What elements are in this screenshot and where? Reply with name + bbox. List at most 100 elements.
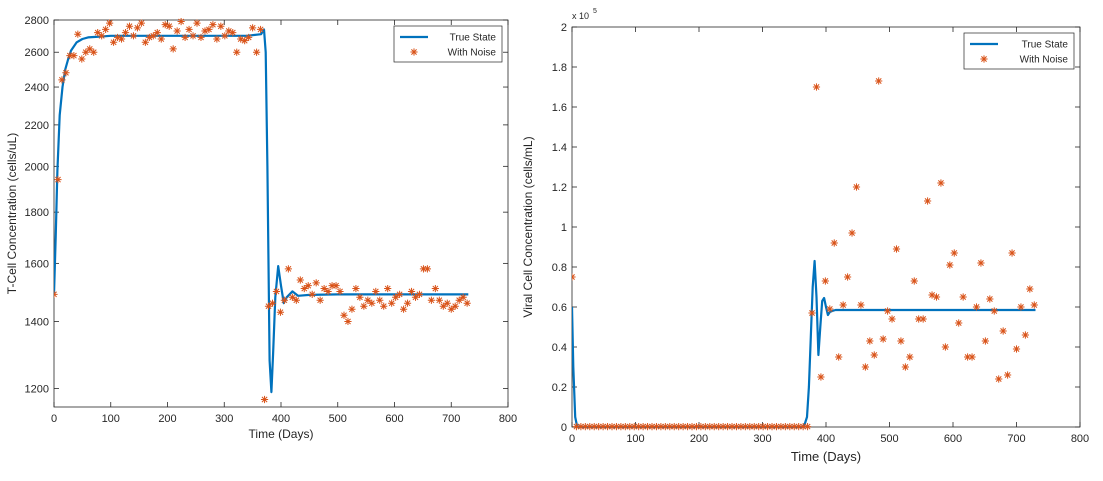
- y-tick-label: 0.4: [552, 342, 567, 354]
- noise-point: [157, 35, 165, 43]
- noise-point: [431, 284, 439, 293]
- noise-point: [141, 38, 149, 46]
- y-exponent-power: 5: [593, 8, 597, 15]
- noise-point: [411, 293, 420, 301]
- noise-point: [919, 315, 927, 323]
- x-tick-label: 800: [499, 413, 517, 425]
- noise-point: [78, 55, 86, 63]
- noise-point: [839, 301, 847, 309]
- noise-point: [435, 296, 443, 304]
- noise-point: [205, 25, 213, 34]
- noise-point: [915, 315, 923, 323]
- noise-point: [360, 302, 368, 310]
- noise-point: [670, 423, 678, 431]
- noise-point: [98, 32, 106, 40]
- noise-point: [54, 290, 58, 298]
- noise-point: [719, 423, 727, 431]
- noise-point: [1008, 249, 1016, 257]
- noise-point: [153, 29, 161, 37]
- noise-point: [950, 249, 958, 257]
- noise-point: [812, 83, 821, 91]
- noise-point: [808, 309, 816, 317]
- noise-point: [955, 319, 963, 327]
- noise-point: [861, 363, 869, 371]
- noise-point: [946, 261, 954, 269]
- plot-area: [571, 26, 1081, 428]
- noise-point: [679, 423, 687, 431]
- noise-point: [586, 423, 594, 431]
- noise-point: [185, 25, 193, 34]
- noise-point: [177, 17, 185, 26]
- noise-point: [723, 423, 732, 431]
- noise-point: [959, 293, 967, 301]
- noise-point: [252, 48, 261, 56]
- noise-point: [675, 423, 683, 431]
- noise-point: [70, 51, 78, 60]
- x-axis: 0 100 200 300 400 500 600 700 800: [51, 20, 517, 425]
- noise-point: [621, 423, 629, 431]
- noise-point: [870, 351, 878, 359]
- noise-point: [883, 307, 892, 315]
- noise-point: [892, 245, 901, 253]
- noise-point: [237, 35, 245, 43]
- noise-point: [688, 423, 696, 431]
- noise-point: [1004, 371, 1012, 379]
- x-tick-label: 200: [158, 413, 176, 425]
- noise-point: [746, 423, 754, 431]
- y-tick-label: 0.6: [552, 302, 567, 314]
- noise-point: [852, 183, 861, 191]
- x-tick-label: 100: [102, 413, 120, 425]
- noise-point: [300, 284, 308, 293]
- noise-point: [443, 299, 451, 307]
- plot-area: [53, 19, 509, 408]
- noise-point: [225, 27, 233, 35]
- noise-point: [276, 308, 285, 316]
- noise-point: [581, 423, 589, 431]
- noise-point: [737, 423, 745, 431]
- noise-point: [388, 299, 396, 307]
- x-tick-label: 100: [626, 433, 644, 445]
- noise-point: [272, 287, 281, 296]
- noise-point: [455, 296, 463, 304]
- noise-point: [284, 265, 292, 273]
- noise-point: [790, 423, 798, 431]
- y-exponent: x 10 5: [572, 8, 597, 21]
- noise-point: [999, 327, 1007, 335]
- noise-point: [826, 305, 834, 313]
- noise-point: [336, 287, 344, 296]
- noise-point: [697, 423, 705, 431]
- noise-point: [990, 307, 998, 315]
- noise-point: [117, 35, 126, 43]
- noise-point: [928, 291, 936, 299]
- noise-point: [427, 296, 435, 304]
- legend: True State With Noise: [963, 32, 1075, 70]
- x-tick-label: 600: [944, 433, 962, 445]
- y-tick-label: 1: [561, 222, 567, 234]
- noise-point: [768, 423, 776, 431]
- noise-point: [129, 32, 138, 40]
- y-tick-label: 1600: [25, 258, 49, 270]
- noise-point: [352, 284, 360, 293]
- noise-point: [340, 311, 348, 319]
- noise-point: [74, 30, 82, 38]
- noise-point: [344, 317, 352, 326]
- y-tick-label: 0.8: [552, 262, 567, 274]
- noise-point: [364, 296, 372, 304]
- x-tick-label: 700: [1007, 433, 1025, 445]
- y-tick-label: 2600: [25, 47, 49, 59]
- x-axis-title: Time (Days): [791, 449, 861, 464]
- noise-point: [165, 22, 173, 30]
- noise-point: [648, 423, 656, 431]
- noise-point: [324, 287, 332, 296]
- noise-point: [799, 423, 807, 431]
- noise-point: [121, 29, 130, 37]
- y-tick-label: 2800: [25, 15, 49, 27]
- noise-point: [241, 37, 249, 45]
- y-tick-label: 1.6: [552, 102, 567, 114]
- noise-point: [968, 353, 976, 361]
- legend-label-with-noise: With Noise: [448, 48, 497, 59]
- noise-point: [384, 284, 392, 293]
- noise-point: [866, 337, 874, 345]
- legend-box: [963, 32, 1075, 70]
- noise-point: [1021, 331, 1029, 339]
